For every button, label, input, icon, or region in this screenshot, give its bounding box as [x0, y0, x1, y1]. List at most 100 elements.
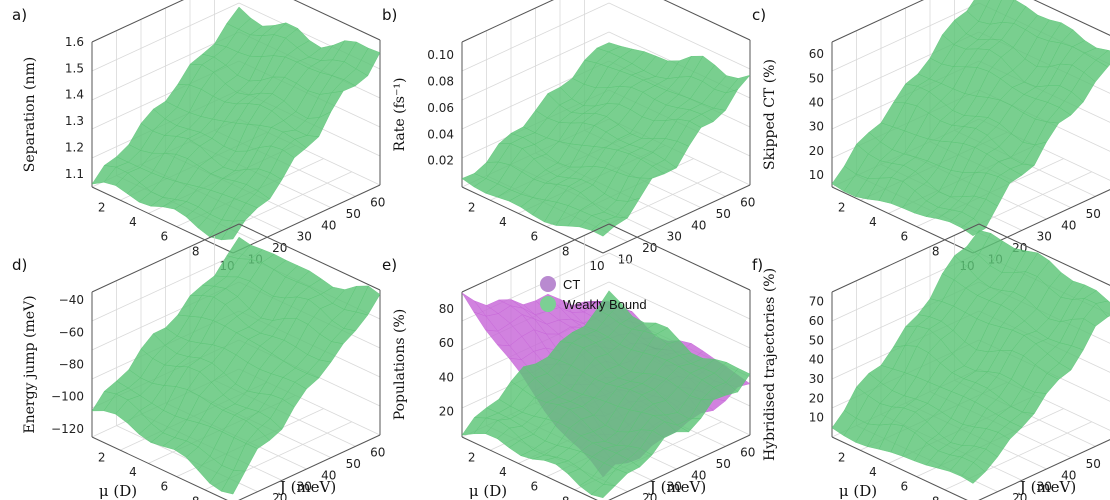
panel-letter: a)	[12, 6, 27, 24]
weakly-bound-surface	[461, 42, 751, 237]
z-tick-label: 50	[809, 333, 824, 347]
J-tick-label: 50	[1086, 457, 1101, 471]
z-axis-label: Rate (fs⁻¹)	[392, 78, 408, 152]
z-tick-label: −40	[59, 293, 84, 307]
z-tick-label: 0.08	[427, 75, 454, 89]
mu-tick-label: 2	[468, 450, 476, 464]
mu-tick-label: 6	[531, 480, 539, 494]
mu-axis-line	[831, 186, 974, 254]
mu-tick-label: 8	[932, 244, 940, 258]
mu-axis-line	[461, 436, 598, 500]
mu-tick-label: 4	[499, 465, 507, 479]
weakly-bound-surface	[831, 0, 1110, 237]
J-tick-label: 30	[667, 230, 682, 244]
grid-line	[663, 0, 751, 41]
z-tick-label: 30	[809, 372, 824, 386]
J-tick-label: 20	[1012, 491, 1027, 500]
frame-edge	[831, 223, 980, 293]
z-tick-label: 40	[439, 370, 454, 384]
mu-axis-label: μ (D)	[99, 482, 137, 500]
z-tick-label: 20	[809, 144, 824, 158]
mu-tick-label: 10	[589, 259, 604, 273]
weakly-bound-surface	[91, 236, 381, 495]
z-tick-label: 10	[809, 168, 824, 182]
mu-tick-label: 2	[98, 450, 106, 464]
z-tick-label: 70	[809, 295, 824, 309]
mu-tick-label: 8	[562, 244, 570, 258]
z-tick-label: 1.3	[65, 114, 84, 128]
mu-axis-label: μ (D)	[839, 482, 877, 500]
J-tick-label: 20	[642, 491, 657, 500]
mu-axis-line	[461, 186, 604, 254]
J-tick-label: 50	[346, 207, 361, 221]
mu-tick-label: 6	[901, 230, 909, 244]
mu-tick-label: 4	[869, 215, 877, 229]
z-tick-label: 1.6	[65, 35, 84, 49]
z-tick-label: 60	[809, 314, 824, 328]
axis-frame	[461, 223, 751, 500]
surface-patch	[220, 470, 246, 495]
frame-edge	[461, 0, 554, 43]
z-tick-label: 20	[439, 404, 454, 418]
frame-edge	[608, 223, 751, 291]
surface-patch	[590, 484, 616, 499]
J-axis-label: J (meV)	[1018, 478, 1076, 496]
mu-tick-label: 2	[98, 200, 106, 214]
z-tick-label: −60	[59, 325, 84, 339]
z-tick-label: 1.1	[65, 167, 84, 181]
J-tick-label: 50	[716, 207, 731, 221]
J-tick-label: 40	[691, 468, 706, 482]
mu-tick-label: 4	[129, 215, 137, 229]
z-tick-label: 10	[809, 411, 824, 425]
legend-marker-ct	[540, 276, 556, 292]
J-tick-label: 40	[1061, 468, 1076, 482]
z-axis-label: Populations (%)	[392, 309, 408, 421]
frame-edge	[461, 223, 610, 293]
panel-letter: e)	[382, 256, 397, 274]
z-tick-label: 30	[809, 120, 824, 134]
grid-line	[608, 252, 751, 320]
mu-tick-label: 6	[901, 480, 909, 494]
panel-f: 10203040506070246810102030405060Hybridis…	[752, 223, 1110, 500]
z-tick-label: 1.5	[65, 61, 84, 75]
z-tick-label: 0.06	[427, 101, 454, 115]
J-tick-label: 40	[321, 468, 336, 482]
J-axis-label: J (meV)	[278, 478, 336, 496]
frame-edge	[91, 0, 184, 43]
axis-frame	[831, 223, 1110, 500]
z-tick-label: 80	[439, 302, 454, 316]
legend: CT Weakly Bound	[540, 276, 647, 312]
axis-frame	[91, 0, 381, 254]
J-axis-line	[238, 434, 381, 500]
J-axis-line	[978, 439, 1110, 500]
z-tick-label: 40	[809, 353, 824, 367]
frame-edge	[831, 0, 924, 43]
J-tick-label: 50	[346, 457, 361, 471]
J-tick-label: 40	[691, 218, 706, 232]
mu-tick-label: 8	[192, 244, 200, 258]
panel-letter: f)	[752, 256, 763, 274]
legend-marker-weakly-bound	[540, 296, 556, 312]
z-tick-label: −100	[51, 390, 84, 404]
z-tick-label: −120	[51, 422, 84, 436]
z-tick-label: 1.2	[65, 140, 84, 154]
frame-edge	[978, 223, 1110, 286]
J-axis-line	[232, 184, 381, 254]
surface-patch	[960, 462, 986, 484]
axis-frame	[461, 0, 751, 254]
mu-tick-label: 8	[932, 494, 940, 500]
mu-tick-label: 4	[869, 465, 877, 479]
J-tick-label: 60	[370, 196, 385, 210]
z-tick-label: −80	[59, 358, 84, 372]
z-tick-label: 1.4	[65, 88, 84, 102]
J-tick-label: 20	[272, 491, 287, 500]
mu-tick-label: 8	[562, 494, 570, 500]
mu-axis-label: μ (D)	[469, 482, 507, 500]
J-tick-label: 60	[740, 446, 755, 460]
panel-d: −120−100−80−60−40246810102030405060Energ…	[12, 223, 385, 500]
panel-letter: b)	[382, 6, 397, 24]
mu-tick-label: 4	[129, 465, 137, 479]
mu-axis-line	[91, 436, 228, 500]
